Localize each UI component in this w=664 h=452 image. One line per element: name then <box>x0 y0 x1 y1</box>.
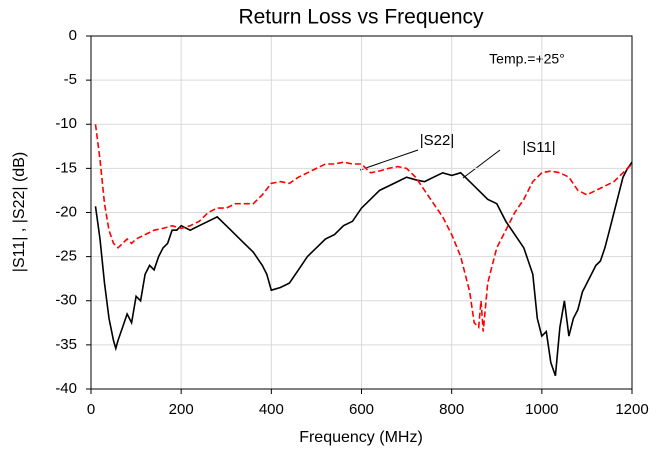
x-tick-label: 1200 <box>615 401 648 418</box>
leader-line <box>359 149 419 171</box>
series-label: |S22| <box>420 132 454 149</box>
x-tick-label: 400 <box>259 401 284 418</box>
series-line <box>94 161 633 377</box>
y-tick-label: -35 <box>55 336 77 353</box>
chart-title: Return Loss vs Frequency <box>238 6 484 29</box>
y-tick-label: -25 <box>55 248 77 265</box>
y-tick-label: -10 <box>55 115 77 132</box>
x-tick-label: 600 <box>349 401 374 418</box>
x-tick-label: 800 <box>439 401 464 418</box>
y-tick-label: 0 <box>69 27 77 44</box>
leader-line <box>462 149 501 179</box>
annotation: Temp.=+25° <box>489 51 565 67</box>
y-tick-label: -15 <box>55 159 77 176</box>
series-line <box>94 124 633 332</box>
series-label: |S11| <box>522 139 555 156</box>
y-tick-label: -40 <box>55 380 77 397</box>
plot-frame <box>90 35 633 390</box>
y-tick-label: -30 <box>55 292 77 309</box>
x-tick-label: 200 <box>169 401 194 418</box>
y-tick-label: -20 <box>55 203 77 220</box>
x-tick-label: 1000 <box>525 401 558 418</box>
y-tick-label: -5 <box>64 71 77 88</box>
x-axis-label: Frequency (MHz) <box>299 429 423 446</box>
x-tick-label: 0 <box>87 401 95 418</box>
y-axis-label: |S11| , |S22| (dB) <box>11 152 28 272</box>
